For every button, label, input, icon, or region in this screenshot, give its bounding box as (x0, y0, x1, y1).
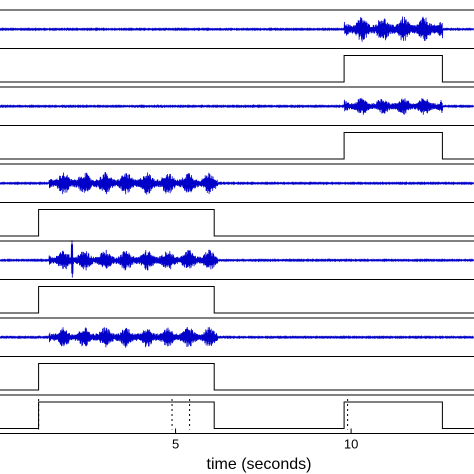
x-tick-label-1: 5 (172, 437, 179, 452)
panel-6 (0, 202, 474, 237)
panel-11 (0, 394, 474, 430)
gate-trace-11 (0, 401, 474, 429)
signal-trace-9 (0, 326, 474, 348)
panel-1 (0, 9, 474, 42)
gate-trace-6 (0, 209, 474, 237)
gate-trace-2 (0, 55, 474, 83)
panels-group (0, 9, 474, 430)
signal-trace-7 (0, 240, 474, 278)
gate-trace-10 (0, 363, 474, 391)
signal-trace-3 (0, 98, 474, 115)
panel-2 (0, 48, 474, 83)
signal-trace-1 (0, 16, 474, 42)
x-axis: 5 10 (0, 428, 474, 452)
panel-9 (0, 317, 474, 348)
gate-trace-8 (0, 286, 474, 314)
signal-trace-5 (0, 172, 474, 195)
x-tick-label-2: 10 (344, 437, 358, 452)
gate-trace-4 (0, 132, 474, 160)
x-axis-label: time (seconds) (207, 456, 312, 473)
panel-7 (0, 240, 474, 278)
panel-10 (0, 356, 474, 391)
panel-5 (0, 163, 474, 195)
panel-4 (0, 125, 474, 160)
panel-8 (0, 279, 474, 314)
panel-3 (0, 86, 474, 115)
